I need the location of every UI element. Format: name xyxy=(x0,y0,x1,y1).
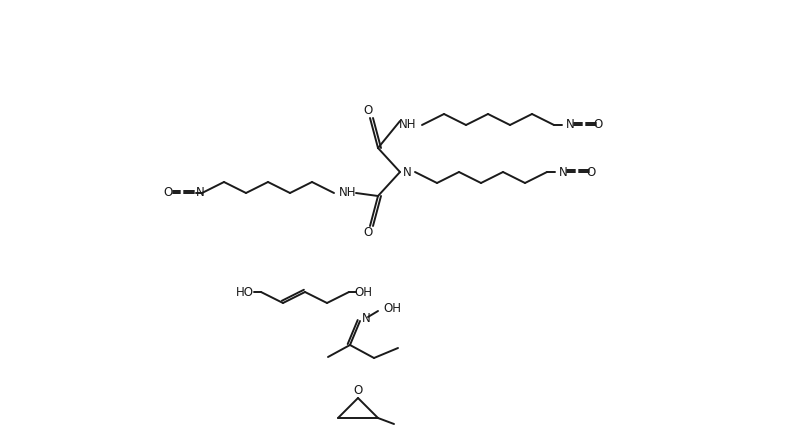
Text: N: N xyxy=(566,119,574,131)
Text: O: O xyxy=(586,166,595,179)
Text: NH: NH xyxy=(340,187,356,199)
Text: O: O xyxy=(163,187,173,199)
Text: N: N xyxy=(403,166,411,179)
Text: NH: NH xyxy=(400,119,417,131)
Text: O: O xyxy=(353,384,363,396)
Text: N: N xyxy=(196,187,205,199)
Text: O: O xyxy=(364,105,372,117)
Text: N: N xyxy=(362,311,371,325)
Text: HO: HO xyxy=(236,286,254,299)
Text: O: O xyxy=(364,226,372,240)
Text: OH: OH xyxy=(354,286,372,299)
Text: OH: OH xyxy=(383,301,401,314)
Text: O: O xyxy=(594,119,602,131)
Text: N: N xyxy=(559,166,567,179)
